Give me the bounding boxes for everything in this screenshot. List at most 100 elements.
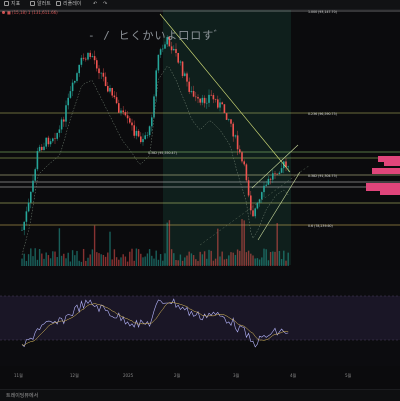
candle-body xyxy=(170,46,173,51)
candle-body xyxy=(177,52,179,63)
volume-bar xyxy=(78,260,80,266)
volume-bar xyxy=(60,255,63,266)
volume-bar xyxy=(146,253,149,266)
candle-body xyxy=(71,82,74,92)
volume-bar xyxy=(21,258,23,266)
volume-bar xyxy=(278,250,281,266)
volume-bar xyxy=(157,259,160,266)
candle-body xyxy=(225,113,228,120)
trendline-down xyxy=(159,13,291,173)
volume-bar xyxy=(129,251,131,266)
candle-body xyxy=(41,146,43,151)
candle-body xyxy=(239,149,241,153)
volume-bar xyxy=(122,254,124,266)
candle-body xyxy=(140,136,142,143)
fib-label-06: 0.6 (78,239.60) xyxy=(308,224,333,228)
replay-icon xyxy=(56,1,61,6)
candle-body xyxy=(30,191,32,203)
alert-button[interactable]: 알러트 xyxy=(30,1,51,8)
volume-bar xyxy=(247,250,250,266)
volume-bar xyxy=(47,255,50,266)
volume-bar xyxy=(67,252,69,266)
alert-label: 알러트 xyxy=(37,1,51,7)
fib-label-top: 1.000 (93,147.70) xyxy=(308,10,337,14)
candle-body xyxy=(175,48,177,53)
volume-bar xyxy=(133,260,135,266)
candle-body xyxy=(78,64,80,74)
volume-bar xyxy=(118,259,120,266)
candle-body xyxy=(151,117,153,127)
candle-body xyxy=(126,115,129,119)
candle-body xyxy=(137,130,140,137)
redo-button[interactable]: ↷ xyxy=(103,1,107,8)
candle-body xyxy=(236,135,239,150)
volume-bar xyxy=(32,256,34,266)
indicator-icon xyxy=(4,1,9,6)
candle-body xyxy=(146,135,149,136)
channel-lower xyxy=(257,171,301,241)
candle-body xyxy=(212,95,215,100)
volume-bar xyxy=(210,250,212,266)
volume-bar xyxy=(65,258,67,266)
volume-bar xyxy=(89,254,91,266)
volume-bar xyxy=(120,257,122,266)
volume-bar xyxy=(58,228,61,266)
volume-bar xyxy=(280,259,283,266)
candle-body xyxy=(217,99,219,108)
candle-body xyxy=(280,168,283,173)
indicator-button[interactable]: 지표 xyxy=(4,1,20,8)
undo-icon: ↶ xyxy=(93,1,98,7)
candle-body xyxy=(82,57,85,59)
fib-label-0236: 0.236 (96,590.75) xyxy=(308,112,337,116)
candle-body xyxy=(107,86,109,92)
candle-body xyxy=(122,110,124,113)
candle-body xyxy=(181,61,184,76)
candle-body xyxy=(111,88,113,96)
candle-body xyxy=(166,37,168,45)
profile-bar xyxy=(372,168,400,174)
highlight-region xyxy=(163,10,291,265)
replay-button[interactable]: 리플레이 xyxy=(56,1,81,8)
volume-bar xyxy=(269,252,272,266)
candle-body xyxy=(102,72,105,77)
volume-bar xyxy=(208,249,210,266)
volume-bar xyxy=(265,249,267,266)
volume-bar xyxy=(91,249,94,266)
volume-bar xyxy=(34,248,36,266)
undo-button[interactable]: ↶ xyxy=(93,1,97,8)
volume-bar xyxy=(217,228,219,266)
volume-bar xyxy=(184,257,186,266)
volume-bar xyxy=(179,254,182,266)
volume-bar xyxy=(250,253,252,266)
candle-body xyxy=(36,151,39,170)
volume-bar xyxy=(113,249,116,266)
candle-body xyxy=(98,68,100,74)
candle-body xyxy=(201,97,204,103)
candle-body xyxy=(34,169,36,181)
volume-bar xyxy=(38,249,41,266)
candle-body xyxy=(261,192,263,200)
profile-bar xyxy=(380,191,400,195)
candle-body xyxy=(144,135,146,140)
candle-body xyxy=(23,221,25,230)
volume-bar xyxy=(159,254,162,266)
volume-bar xyxy=(195,259,197,266)
volume-bar xyxy=(223,259,226,266)
candle-body xyxy=(133,125,135,136)
volume-bar xyxy=(104,256,107,266)
volume-bar xyxy=(241,219,243,266)
candle-body xyxy=(113,95,116,98)
volume-bar xyxy=(261,257,263,266)
candle-body xyxy=(192,91,195,97)
volume-bar xyxy=(155,250,157,266)
candle-body xyxy=(93,56,96,61)
volume-bar xyxy=(144,256,146,266)
volume-bar xyxy=(87,257,89,266)
volume-bar xyxy=(153,258,155,266)
candle-body xyxy=(58,129,61,133)
volume-bar xyxy=(254,258,256,266)
candle-body xyxy=(135,130,138,136)
candle-body xyxy=(256,202,259,209)
volume-bar xyxy=(186,255,188,266)
